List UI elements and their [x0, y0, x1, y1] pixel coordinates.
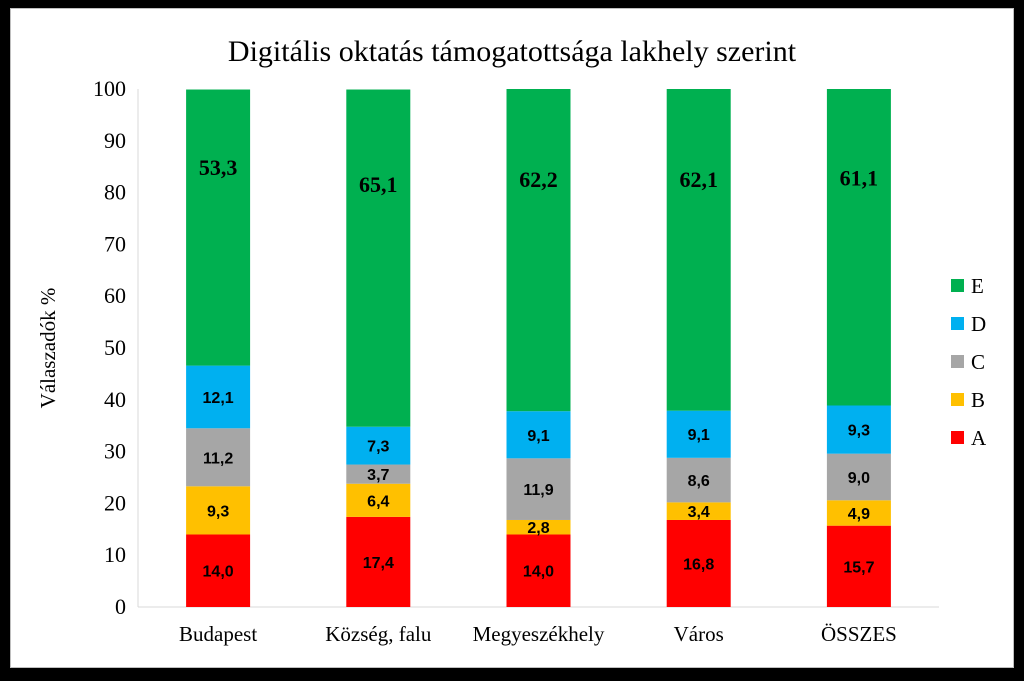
- data-label: 53,3: [199, 155, 238, 180]
- chart-frame: Digitális oktatás támogatottsága lakhely…: [10, 8, 1014, 668]
- data-label: 8,6: [688, 473, 710, 490]
- bar-segment-e: [186, 89, 251, 366]
- bar-segment-e: [666, 89, 731, 411]
- bar-segment-a: [346, 516, 411, 607]
- bar-segment-c: [346, 464, 411, 484]
- bar-segment-c: [666, 457, 731, 503]
- bar-segment-c: [506, 458, 571, 520]
- data-label: 3,7: [367, 467, 389, 484]
- y-tick-label: 0: [115, 594, 126, 619]
- bar-segment-d: [506, 411, 571, 459]
- bar-segment-d: [826, 405, 891, 454]
- legend-swatch-c: [951, 355, 964, 368]
- data-label: 11,2: [203, 450, 233, 467]
- bar-segment-c: [186, 428, 251, 487]
- data-label: 11,9: [523, 482, 553, 499]
- legend-label-d: D: [971, 312, 986, 336]
- bar-segment-e: [506, 89, 571, 412]
- stacked-bar-chart: 0 10 20 30 40 50 60 70 80 90 100 Válaszadók % 14,0 9,…: [36, 76, 987, 646]
- data-label: 12,1: [203, 390, 234, 407]
- chart-title: Digitális oktatás támogatottsága lakhely…: [227, 35, 797, 68]
- x-tick-label: Megyeszékhely: [473, 622, 605, 646]
- x-tick-label: Város: [674, 622, 724, 646]
- data-label: 9,3: [848, 423, 870, 440]
- bar-segment-a: [506, 534, 571, 607]
- data-label: 9,0: [848, 470, 870, 487]
- y-tick-label: 30: [104, 439, 126, 464]
- data-label: 17,4: [363, 555, 394, 572]
- y-tick-label: 90: [104, 128, 126, 153]
- bar-segment-b: [346, 483, 411, 517]
- bar-segment-a: [186, 534, 251, 607]
- data-label: 3,4: [688, 504, 710, 521]
- bar-segment-d: [186, 365, 251, 429]
- legend-swatch-d: [951, 317, 964, 330]
- y-tick-label: 10: [104, 542, 126, 567]
- bar-segment-d: [666, 410, 731, 458]
- bar-segment-b: [826, 500, 891, 526]
- data-label: 9,3: [207, 503, 229, 520]
- legend-swatch-a: [951, 431, 964, 444]
- bar-segment-c: [826, 453, 891, 501]
- bar-segment-b: [506, 519, 571, 535]
- legend-label-e: E: [971, 274, 984, 298]
- data-label: 62,1: [679, 167, 718, 192]
- y-tick-label: 40: [104, 387, 126, 412]
- data-label: 7,3: [367, 439, 389, 456]
- x-tick-label: Község, falu: [325, 622, 432, 646]
- data-label: 61,1: [840, 166, 879, 191]
- bar-segment-d: [346, 426, 411, 465]
- data-label: 6,4: [367, 493, 389, 510]
- legend-swatch-e: [951, 279, 964, 292]
- bar-segment-a: [666, 519, 731, 607]
- data-label: 14,0: [523, 564, 554, 581]
- data-label: 15,7: [843, 559, 874, 576]
- bar-segment-a: [826, 525, 891, 607]
- y-tick-label: 70: [104, 231, 126, 256]
- x-tick-label: Budapest: [179, 622, 257, 646]
- data-label: 62,2: [519, 167, 558, 192]
- bar-segment-e: [346, 89, 411, 427]
- data-label: 4,9: [848, 506, 870, 523]
- y-tick-label: 80: [104, 180, 126, 205]
- data-label: 9,1: [527, 428, 549, 445]
- data-label: 14,0: [203, 564, 234, 581]
- data-label: 65,1: [359, 172, 398, 197]
- y-tick-label: 50: [104, 335, 126, 360]
- legend-label-a: A: [971, 426, 987, 450]
- bar-segment-b: [186, 486, 251, 535]
- y-tick-label: 100: [93, 76, 126, 101]
- legend-label-c: C: [971, 350, 985, 374]
- y-axis-title: Válaszadók %: [36, 288, 60, 409]
- legend-label-b: B: [971, 388, 985, 412]
- data-label: 9,1: [688, 427, 710, 444]
- data-label: 16,8: [683, 556, 714, 573]
- y-tick-label: 20: [104, 490, 126, 515]
- legend-swatch-b: [951, 393, 964, 406]
- y-tick-label: 60: [104, 283, 126, 308]
- bar-segment-b: [666, 502, 731, 520]
- data-label: 2,8: [527, 520, 549, 537]
- bar-segment-e: [826, 89, 891, 406]
- x-tick-label: ÖSSZES: [821, 622, 897, 646]
